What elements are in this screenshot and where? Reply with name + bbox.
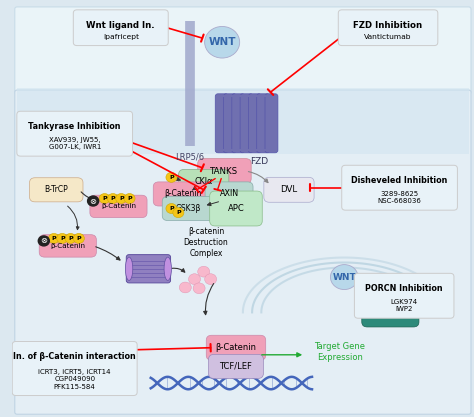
- Circle shape: [88, 196, 99, 206]
- Text: WNT: WNT: [209, 37, 236, 47]
- Text: WNT: WNT: [332, 273, 356, 281]
- FancyBboxPatch shape: [215, 94, 228, 153]
- Text: FZD: FZD: [250, 156, 268, 166]
- Text: iCRT3, iCRT5, iCRT14
CGP049090
PFK115-584: iCRT3, iCRT5, iCRT14 CGP049090 PFK115-58…: [38, 369, 111, 390]
- Circle shape: [330, 265, 358, 289]
- Text: P: P: [176, 210, 181, 215]
- Text: 3289-8625
NSC-668036: 3289-8625 NSC-668036: [378, 191, 421, 204]
- FancyBboxPatch shape: [355, 273, 454, 318]
- Text: P: P: [52, 236, 56, 241]
- Circle shape: [108, 193, 118, 203]
- Text: β-catenin
Destruction
Complex: β-catenin Destruction Complex: [183, 227, 228, 259]
- FancyBboxPatch shape: [29, 178, 83, 202]
- Circle shape: [179, 282, 191, 293]
- Text: APC: APC: [228, 204, 245, 213]
- FancyBboxPatch shape: [342, 165, 457, 210]
- FancyBboxPatch shape: [240, 94, 253, 153]
- Circle shape: [48, 234, 59, 244]
- FancyBboxPatch shape: [73, 10, 168, 45]
- Circle shape: [57, 234, 68, 244]
- FancyBboxPatch shape: [162, 196, 215, 221]
- Circle shape: [205, 274, 217, 284]
- FancyBboxPatch shape: [15, 7, 471, 94]
- FancyBboxPatch shape: [338, 10, 438, 45]
- Text: Target Gene
Expression: Target Gene Expression: [314, 342, 365, 362]
- Text: ⊗: ⊗: [90, 196, 97, 206]
- Text: In. of β-Catenin interaction: In. of β-Catenin interaction: [13, 352, 136, 361]
- Text: Wnt ligand In.: Wnt ligand In.: [86, 21, 155, 30]
- FancyBboxPatch shape: [206, 335, 266, 360]
- FancyBboxPatch shape: [209, 354, 264, 379]
- FancyBboxPatch shape: [257, 94, 270, 153]
- Text: β-Catenin: β-Catenin: [101, 203, 136, 209]
- Text: P: P: [110, 196, 115, 201]
- Text: Disheveled Inhibition: Disheveled Inhibition: [351, 176, 448, 185]
- FancyBboxPatch shape: [265, 94, 278, 153]
- Text: Ipafricept: Ipafricept: [103, 34, 139, 40]
- Text: LRP5/6: LRP5/6: [175, 152, 204, 161]
- Text: TANKS: TANKS: [210, 167, 238, 176]
- Text: P: P: [119, 196, 124, 201]
- Text: DVL: DVL: [281, 185, 298, 194]
- FancyBboxPatch shape: [15, 90, 471, 414]
- Circle shape: [193, 283, 205, 294]
- Ellipse shape: [126, 257, 133, 280]
- Text: β-Catenin: β-Catenin: [164, 189, 201, 198]
- Text: B-TrCP: B-TrCP: [45, 185, 68, 194]
- Circle shape: [166, 172, 177, 182]
- FancyBboxPatch shape: [224, 94, 237, 153]
- FancyBboxPatch shape: [39, 235, 96, 257]
- Circle shape: [173, 208, 184, 218]
- Text: P: P: [76, 236, 81, 241]
- Circle shape: [205, 26, 240, 58]
- FancyBboxPatch shape: [264, 177, 314, 202]
- FancyBboxPatch shape: [126, 255, 171, 283]
- Text: Tankyrase Inhibition: Tankyrase Inhibition: [28, 122, 121, 131]
- Text: ⊗: ⊗: [40, 236, 47, 246]
- FancyBboxPatch shape: [205, 182, 253, 206]
- Circle shape: [166, 203, 177, 214]
- Circle shape: [198, 266, 210, 277]
- Text: CKIα: CKIα: [194, 177, 213, 186]
- FancyBboxPatch shape: [179, 169, 229, 193]
- FancyBboxPatch shape: [362, 302, 419, 327]
- Circle shape: [73, 234, 84, 244]
- Text: TCF/LEF: TCF/LEF: [219, 362, 253, 371]
- FancyBboxPatch shape: [12, 342, 137, 396]
- Text: PORCN: PORCN: [375, 310, 405, 319]
- Text: P: P: [102, 196, 107, 201]
- Text: P: P: [68, 236, 73, 241]
- Text: β-Catenin: β-Catenin: [216, 343, 256, 352]
- Text: XAV939, JW55,
G007-LK, IWR1: XAV939, JW55, G007-LK, IWR1: [48, 137, 101, 150]
- Circle shape: [116, 193, 127, 203]
- Text: P: P: [127, 196, 132, 201]
- FancyBboxPatch shape: [232, 94, 245, 153]
- FancyBboxPatch shape: [17, 111, 133, 156]
- FancyBboxPatch shape: [248, 94, 261, 153]
- Text: AXIN: AXIN: [219, 189, 238, 198]
- Ellipse shape: [164, 257, 172, 280]
- Text: LGK974
IWP2: LGK974 IWP2: [391, 299, 418, 312]
- Text: Vantictumab: Vantictumab: [365, 34, 412, 40]
- Circle shape: [189, 274, 201, 284]
- Text: FZD Inhibition: FZD Inhibition: [354, 21, 423, 30]
- Text: P: P: [169, 175, 174, 180]
- Text: β-Catenin: β-Catenin: [50, 243, 85, 249]
- FancyBboxPatch shape: [90, 195, 147, 218]
- Text: PORCN Inhibition: PORCN Inhibition: [365, 284, 443, 293]
- Text: GSK3β: GSK3β: [176, 204, 201, 213]
- Circle shape: [38, 236, 49, 246]
- FancyBboxPatch shape: [17, 88, 469, 154]
- Text: P: P: [169, 206, 174, 211]
- FancyBboxPatch shape: [153, 182, 213, 206]
- FancyBboxPatch shape: [210, 191, 262, 226]
- Circle shape: [124, 193, 135, 203]
- Circle shape: [99, 193, 110, 203]
- FancyBboxPatch shape: [198, 158, 251, 183]
- Text: P: P: [60, 236, 64, 241]
- Circle shape: [65, 234, 76, 244]
